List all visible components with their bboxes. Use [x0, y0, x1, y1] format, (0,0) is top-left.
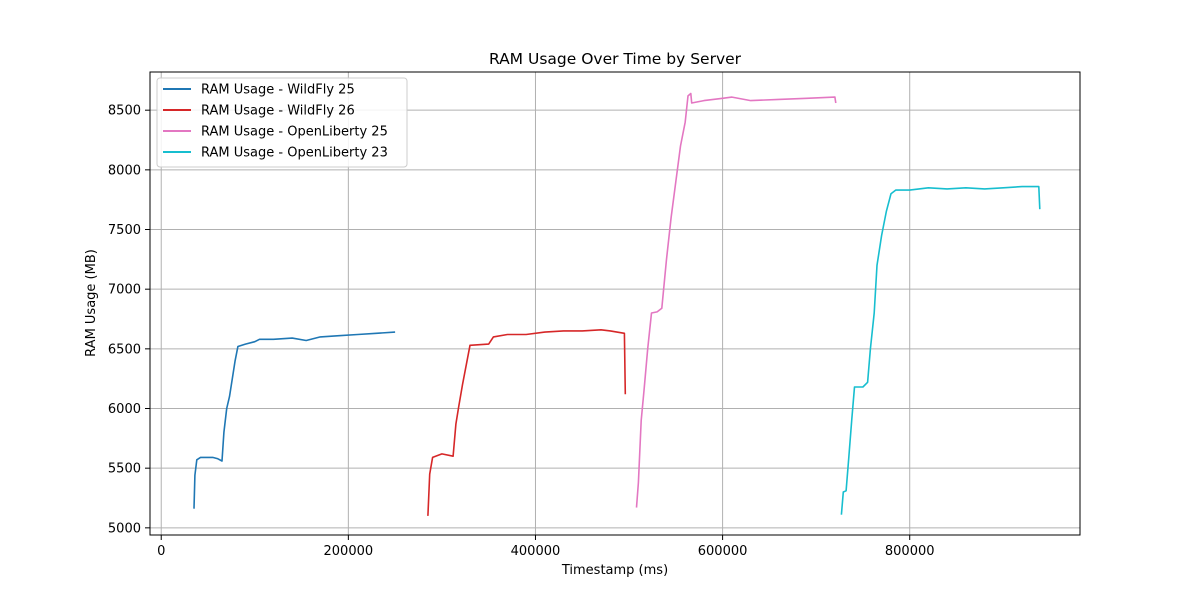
plot-frame: [149, 71, 1081, 536]
y-tick-label: 8500: [108, 104, 141, 119]
x-tick-label: 200000: [324, 544, 374, 559]
y-tick-label: 6500: [108, 342, 141, 357]
series-line-2: [427, 328, 627, 516]
x-tick-label: 800000: [885, 544, 935, 559]
ticks: 0 200000 400000 600000 800000 5000 5500 6000 650…: [108, 104, 935, 559]
series-line-4: [840, 185, 1041, 515]
series-layer: [193, 92, 1041, 516]
x-tick-label: 400000: [511, 544, 561, 559]
y-tick-label: 5500: [108, 462, 141, 477]
legend-label: RAM Usage - OpenLiberty 23: [201, 146, 388, 161]
legend-label: RAM Usage - WildFly 26: [201, 104, 355, 119]
series-line-3: [635, 92, 837, 508]
legend-box: [156, 77, 408, 168]
series-line-1: [193, 331, 396, 509]
y-tick-label: 7000: [108, 283, 141, 298]
y-tick-label: 5000: [108, 521, 141, 536]
y-tick-label: 8000: [108, 163, 141, 178]
y-tick-label: 7500: [108, 223, 141, 238]
legend-label: RAM Usage - OpenLiberty 25: [201, 125, 388, 140]
y-axis-label: RAM Usage (MB): [84, 249, 99, 357]
y-tick-label: 6000: [108, 402, 141, 417]
legend: RAM Usage - WildFly 25 RAM Usage - WildFl…: [156, 77, 408, 168]
x-tick-label: 0: [157, 544, 165, 559]
x-axis-label: Timestamp (ms): [561, 563, 668, 578]
x-tick-label: 600000: [698, 544, 748, 559]
grid: [150, 72, 1080, 535]
legend-label: RAM Usage - WildFly 25: [201, 83, 355, 98]
chart-title: RAM Usage Over Time by Server: [489, 50, 742, 68]
